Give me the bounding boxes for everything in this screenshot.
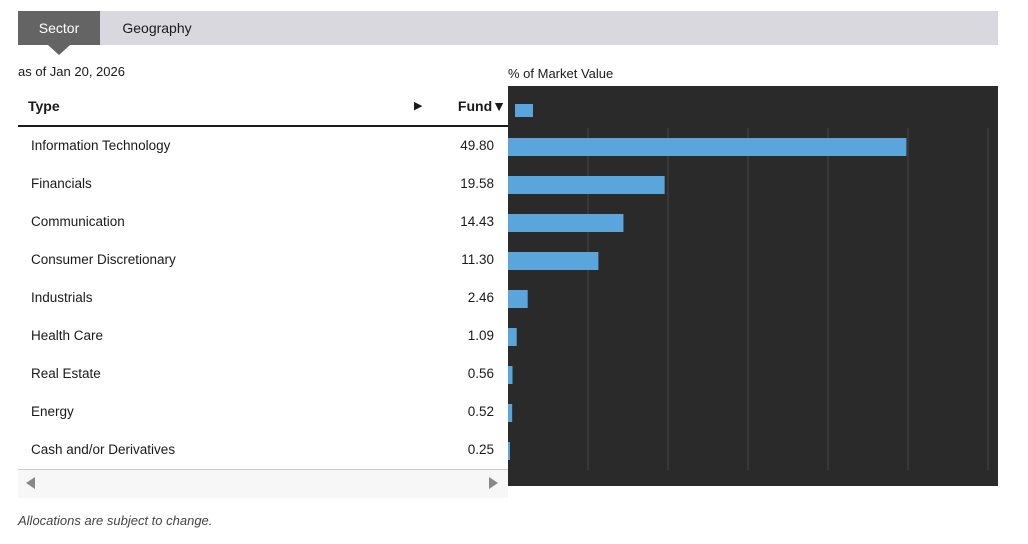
bar-chart [508,86,998,486]
legend-swatch [515,104,533,117]
bar-health-care[interactable] [508,328,517,346]
tab-sector[interactable]: Sector [18,11,100,55]
bar-energy[interactable] [508,404,513,422]
bar-information-technology[interactable] [508,138,907,156]
sector-name: Industrials [31,290,93,305]
table-row: Information Technology 49.80 [18,127,508,165]
table-row: Energy 0.52 [18,393,508,431]
scroll-right-icon[interactable] [489,477,498,489]
sector-value: 0.52 [467,404,494,419]
sector-name: Information Technology [31,138,171,153]
table-header: Type ▶ Fund▼ [18,91,508,127]
sector-table-body: Information Technology 49.80 Financials … [18,127,508,469]
sector-value: 11.30 [461,252,494,267]
tab-bar: Sector Geography [18,11,998,55]
fund-header-label: Fund [457,98,493,114]
chart-label: % of Market Value [508,66,614,81]
column-header-fund[interactable]: Fund▼ [458,98,506,114]
bar-financials[interactable] [508,176,665,194]
table-row: Cash and/or Derivatives 0.25 [18,431,508,469]
sector-value: 49.80 [460,138,494,153]
table-row: Communication 14.43 [18,203,508,241]
bar-communication[interactable] [508,214,624,232]
table-row: Consumer Discretionary 11.30 [18,241,508,279]
expand-arrow-icon[interactable]: ▶ [414,100,423,112]
sector-name: Real Estate [31,366,101,381]
sector-name: Communication [31,214,125,229]
bar-cash-and-or-derivatives[interactable] [508,442,510,460]
sector-name: Financials [31,176,92,191]
bar-chart-svg [508,104,989,470]
table-row: Health Care 1.09 [18,317,508,355]
sector-name: Health Care [31,328,104,343]
column-header-type: Type [28,98,60,114]
sector-value: 14.43 [460,214,494,229]
sector-name: Consumer Discretionary [31,252,176,267]
bar-consumer-discretionary[interactable] [508,252,599,270]
horizontal-scrollbar[interactable] [18,469,508,498]
sector-name: Energy [31,404,74,419]
sector-value: 1.09 [467,328,494,343]
table-row: Financials 19.58 [18,165,508,203]
bar-industrials[interactable] [508,290,528,308]
bar-real-estate[interactable] [508,366,513,384]
as-of-date: as of Jan 20, 2026 [18,64,125,79]
sector-value: 2.46 [467,290,494,305]
sector-name: Cash and/or Derivatives [31,442,176,457]
sector-value: 19.58 [460,176,494,191]
sector-value: 0.25 [467,442,494,457]
scroll-left-icon[interactable] [26,477,35,489]
table-row: Real Estate 0.56 [18,355,508,393]
table-row: Industrials 2.46 [18,279,508,317]
tab-geography[interactable]: Geography [122,20,192,36]
sector-value: 0.56 [467,366,494,381]
allocation-footnote: Allocations are subject to change. [18,513,213,528]
sort-descending-icon: ▼ [492,98,506,114]
